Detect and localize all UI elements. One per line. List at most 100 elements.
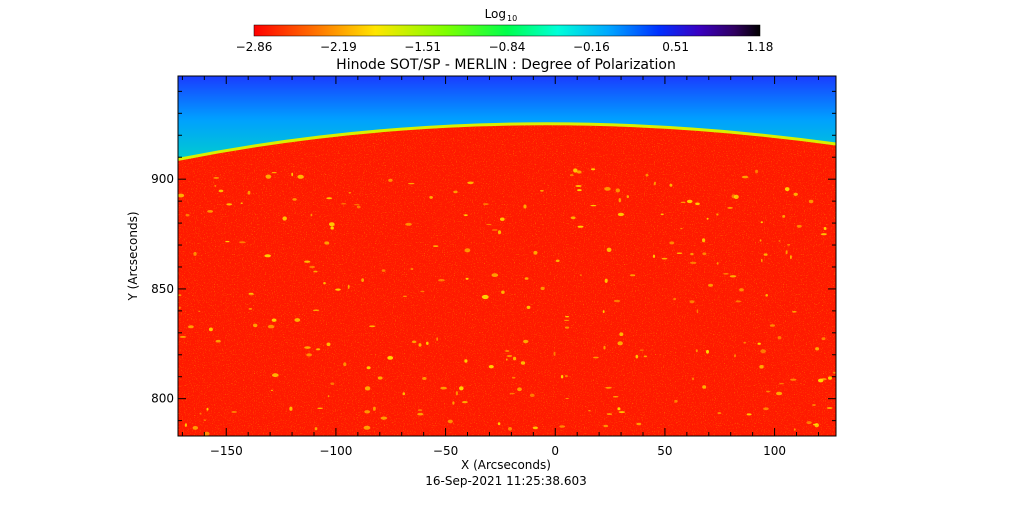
bright-patch: [618, 411, 626, 414]
bright-patch: [343, 362, 347, 367]
bright-patch: [733, 194, 739, 199]
bright-patch: [309, 265, 316, 269]
bright-patch: [735, 300, 741, 303]
bright-patch: [215, 339, 221, 343]
bright-patch: [733, 354, 737, 358]
bright-patch: [178, 306, 181, 309]
bright-patch: [796, 224, 802, 228]
bright-patch: [619, 332, 624, 337]
bright-patch: [645, 173, 649, 177]
bright-patch: [323, 282, 326, 285]
bright-patch: [497, 422, 501, 426]
bright-patch: [363, 425, 371, 430]
bright-patch: [225, 240, 230, 243]
bright-patch: [304, 260, 311, 263]
y-tick-label: 850: [151, 282, 174, 296]
bright-patch: [755, 169, 759, 174]
bright-patch: [330, 226, 334, 230]
bright-patch: [564, 319, 570, 322]
bright-patch: [540, 286, 545, 291]
bright-patch: [604, 278, 608, 283]
bright-patch: [509, 392, 515, 395]
bright-patch: [814, 423, 819, 428]
bright-patch: [297, 174, 304, 179]
bright-patch: [417, 412, 424, 416]
bright-patch: [203, 431, 210, 436]
bright-patch: [702, 238, 706, 243]
bright-patch: [695, 202, 700, 206]
bright-patch: [511, 376, 516, 379]
bright-patch: [380, 416, 388, 420]
bright-patch: [467, 181, 474, 185]
bright-patch: [676, 252, 683, 254]
bright-patch: [481, 294, 489, 300]
bright-patch: [178, 193, 185, 198]
bright-patch: [615, 188, 620, 193]
bright-patch: [388, 178, 393, 182]
bright-patch: [565, 397, 569, 400]
bright-patch: [630, 274, 636, 277]
bright-patch: [702, 385, 707, 389]
bright-patch: [459, 386, 464, 391]
active-patches: [178, 168, 836, 436]
bright-patch: [410, 267, 414, 271]
timestamp-subtitle: 16-Sep-2021 11:25:38.603: [425, 474, 587, 488]
bright-patch: [618, 198, 621, 203]
bright-patch: [626, 195, 629, 199]
y-axis-label: Y (Arcseconds): [126, 211, 140, 301]
bright-patch: [407, 182, 415, 185]
bright-patch: [617, 407, 621, 411]
bright-patch: [591, 168, 596, 171]
chart-title: Hinode SOT/SP - MERLIN : Degree of Polar…: [336, 57, 676, 73]
bright-patch: [669, 183, 673, 187]
bright-patch: [588, 410, 591, 412]
bright-patch: [673, 297, 676, 301]
bright-patch: [553, 351, 556, 356]
bright-patch: [335, 288, 341, 291]
bright-patch: [612, 396, 619, 398]
bright-patch: [364, 386, 371, 391]
bright-patch: [760, 221, 763, 224]
bright-patch: [326, 342, 331, 347]
bright-patch: [364, 410, 371, 414]
bright-patch: [207, 210, 214, 213]
disk-texture: [178, 123, 836, 436]
bright-patch: [465, 277, 469, 280]
bright-patch: [823, 227, 827, 230]
bright-patch: [723, 272, 729, 275]
bright-patch: [417, 409, 423, 412]
x-tick-label: −150: [210, 444, 243, 458]
bright-patch: [565, 326, 570, 329]
bright-patch: [178, 294, 182, 296]
colorbar-gradient: [253, 24, 761, 37]
bright-patch: [208, 327, 213, 332]
bright-patch: [763, 407, 769, 411]
bright-patch: [529, 393, 535, 397]
bright-patch: [729, 275, 737, 278]
bright-patch: [570, 174, 574, 177]
colorbar-tick-label: −1.51: [404, 40, 441, 54]
bright-patch: [438, 278, 445, 282]
bright-patch: [669, 241, 675, 245]
bright-patch: [203, 419, 206, 421]
bright-patch: [590, 204, 597, 207]
bright-patch: [214, 185, 217, 187]
bright-patch: [570, 216, 576, 220]
bright-patch: [231, 411, 237, 413]
bright-patch: [577, 189, 582, 192]
bright-patch: [605, 386, 612, 389]
bright-patch: [402, 392, 406, 396]
bright-patch: [188, 325, 194, 329]
bright-patch: [821, 337, 826, 341]
bright-patch: [433, 245, 439, 248]
bright-patch: [520, 361, 526, 365]
bright-patch: [560, 375, 564, 379]
bright-patch: [267, 324, 275, 329]
bright-patch: [580, 274, 582, 276]
bright-patch: [354, 204, 360, 206]
bright-patch: [617, 341, 623, 346]
bright-patch: [660, 213, 664, 216]
bright-patch: [329, 222, 335, 227]
bright-patch: [635, 354, 639, 359]
